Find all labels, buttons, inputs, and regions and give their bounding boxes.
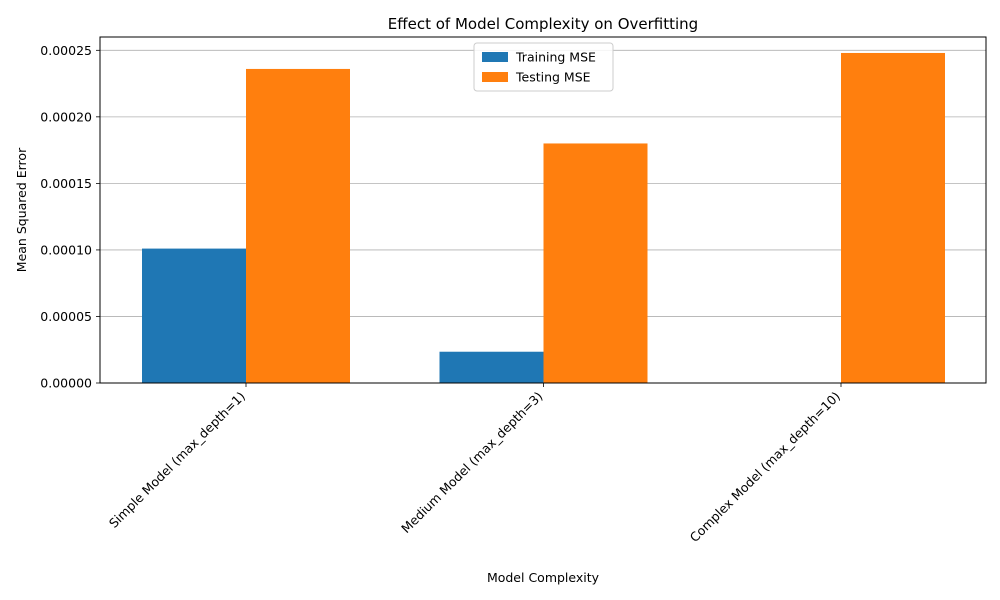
x-tick-label: Medium Model (max_depth=3) xyxy=(398,389,545,536)
chart-title: Effect of Model Complexity on Overfittin… xyxy=(388,15,698,33)
y-axis-title: Mean Squared Error xyxy=(14,147,29,272)
bar-testing-1 xyxy=(543,143,648,383)
legend-label-training: Training MSE xyxy=(515,50,596,65)
bars xyxy=(142,52,945,383)
bar-training-1 xyxy=(439,351,544,383)
y-tick-label: 0.00020 xyxy=(40,109,92,124)
legend-swatch-testing xyxy=(482,72,508,82)
legend-box xyxy=(473,42,614,92)
y-tick-label: 0.00025 xyxy=(40,43,92,58)
bar-testing-2 xyxy=(841,52,945,383)
y-tick-label: 0.00010 xyxy=(40,242,92,257)
x-tick-label: Simple Model (max_depth=1) xyxy=(106,389,248,531)
x-axis-title: Model Complexity xyxy=(487,570,600,585)
y-tick-label: 0.00005 xyxy=(40,309,92,324)
y-tick-label: 0.00000 xyxy=(40,376,92,391)
x-axis-ticks: Simple Model (max_depth=1) Medium Model (… xyxy=(106,383,843,545)
y-axis-ticks: 0.00000 0.00005 0.00010 0.00015 0.00020 0.000… xyxy=(40,43,100,391)
bar-training-0 xyxy=(142,248,246,383)
bar-testing-0 xyxy=(246,68,350,383)
y-tick-label: 0.00015 xyxy=(40,176,92,191)
x-tick-label: Complex Model (max_depth=10) xyxy=(687,389,843,545)
legend-swatch-training xyxy=(482,52,508,62)
legend-label-testing: Testing MSE xyxy=(515,70,591,85)
legend: Training MSE Testing MSE xyxy=(473,42,614,92)
plot-frame xyxy=(99,36,987,384)
